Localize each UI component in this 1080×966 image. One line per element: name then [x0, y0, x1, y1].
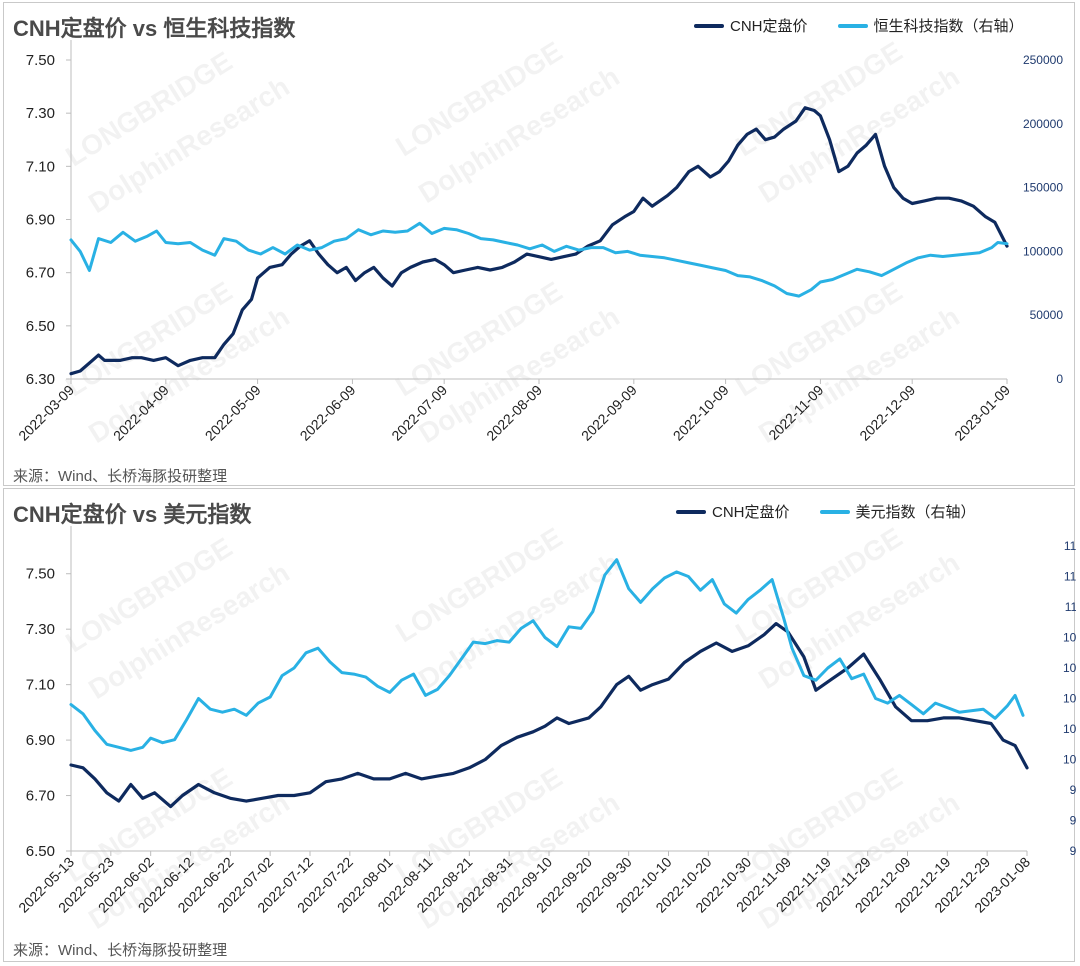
y-tick-label-left: 6.70	[26, 265, 55, 282]
y-tick-label-right: 250000	[1023, 53, 1063, 67]
series-line-cnh	[69, 106, 1009, 376]
y-tick-label-left: 6.50	[26, 843, 55, 860]
legend: CNH定盘价 恒生科技指数（右轴）	[672, 15, 1024, 36]
y-tick-label-right: 0	[1056, 372, 1063, 386]
legend-swatch-cnh	[694, 23, 724, 28]
y-tick-label-right: 113	[1064, 570, 1076, 584]
y-tick-label-left: 7.10	[26, 677, 55, 694]
y-tick-label-right: 109	[1063, 631, 1076, 645]
y-tick-label-right: 95	[1070, 844, 1076, 858]
y-tick-label-right: 101	[1063, 753, 1076, 767]
y-tick-label-right: 50000	[1030, 308, 1064, 322]
y-tick-label-right: 100000	[1023, 244, 1063, 258]
x-tick-label: 2022-06-09	[297, 382, 359, 444]
series-line-secondary	[69, 558, 1025, 752]
y-tick-label-right: 150000	[1023, 181, 1063, 195]
legend-swatch-secondary	[837, 23, 868, 28]
legend-item-secondary: 美元指数（右轴）	[819, 501, 976, 522]
y-tick-label-right: 200000	[1023, 117, 1063, 131]
legend-label-cnh: CNH定盘价	[712, 504, 790, 521]
legend-item-cnh: CNH定盘价	[676, 501, 790, 522]
y-tick-label-left: 6.70	[26, 788, 55, 805]
y-tick-label-left: 7.10	[26, 158, 55, 175]
legend-swatch-cnh	[676, 509, 706, 514]
source-note: 来源：Wind、长桥海豚投研整理	[13, 468, 228, 485]
legend: CNH定盘价 美元指数（右轴）	[654, 501, 976, 522]
y-tick-label-right: 115	[1064, 539, 1076, 553]
y-tick-label-right: 111	[1065, 600, 1076, 614]
x-tick-label: 2022-12-09	[856, 382, 918, 444]
legend-item-secondary: 恒生科技指数（右轴）	[837, 15, 1024, 36]
chart-title: CNH定盘价 vs 美元指数	[13, 502, 252, 527]
chart-panel-bottom: CNH定盘价 vs 美元指数 CNH定盘价 美元指数（右轴） DolphinRe…	[3, 488, 1076, 962]
x-tick-label: 2022-10-09	[670, 382, 732, 444]
y-tick-label-left: 6.90	[26, 212, 55, 229]
x-tick-label: 2022-05-09	[202, 382, 264, 444]
y-tick-label-left: 7.50	[26, 52, 55, 69]
y-tick-label-right: 97	[1070, 814, 1076, 828]
series-line-secondary	[69, 221, 1009, 298]
legend-label-cnh: CNH定盘价	[730, 18, 808, 35]
legend-label-secondary: 美元指数（右轴）	[855, 504, 976, 521]
legend-label-secondary: 恒生科技指数（右轴）	[873, 18, 1024, 35]
y-tick-label-right: 105	[1063, 692, 1076, 706]
y-tick-label-right: 103	[1063, 722, 1076, 736]
x-tick-label: 2023-01-09	[951, 382, 1013, 444]
x-tick-label: 2022-09-09	[578, 382, 640, 444]
series-line-cnh	[69, 622, 1029, 809]
legend-item-cnh: CNH定盘价	[694, 15, 808, 36]
y-tick-label-left: 7.30	[26, 621, 55, 638]
y-tick-label-left: 6.90	[26, 732, 55, 749]
y-tick-label-left: 6.50	[26, 318, 55, 335]
y-tick-label-right: 99	[1070, 783, 1076, 797]
legend-swatch-secondary	[819, 509, 850, 514]
y-tick-label-left: 6.30	[26, 371, 55, 388]
chart-panel-top: CNH定盘价 vs 恒生科技指数 CNH定盘价 恒生科技指数（右轴） Dolph…	[3, 2, 1075, 486]
x-tick-label: 2022-03-09	[15, 382, 77, 444]
y-tick-label-left: 7.30	[26, 105, 55, 122]
chart-title: CNH定盘价 vs 恒生科技指数	[13, 16, 296, 41]
y-tick-label-right: 107	[1063, 661, 1076, 675]
y-tick-label-left: 7.50	[26, 566, 55, 583]
source-note: 来源：Wind、长桥海豚投研整理	[13, 942, 228, 959]
